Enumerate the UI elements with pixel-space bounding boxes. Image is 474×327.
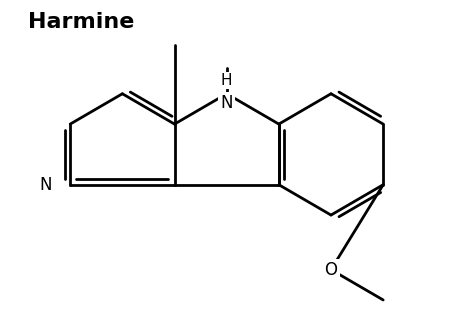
Text: O: O: [325, 261, 337, 279]
Text: H: H: [221, 73, 232, 88]
Text: N: N: [220, 94, 233, 112]
Text: Harmine: Harmine: [28, 12, 134, 32]
Text: N: N: [39, 176, 52, 194]
